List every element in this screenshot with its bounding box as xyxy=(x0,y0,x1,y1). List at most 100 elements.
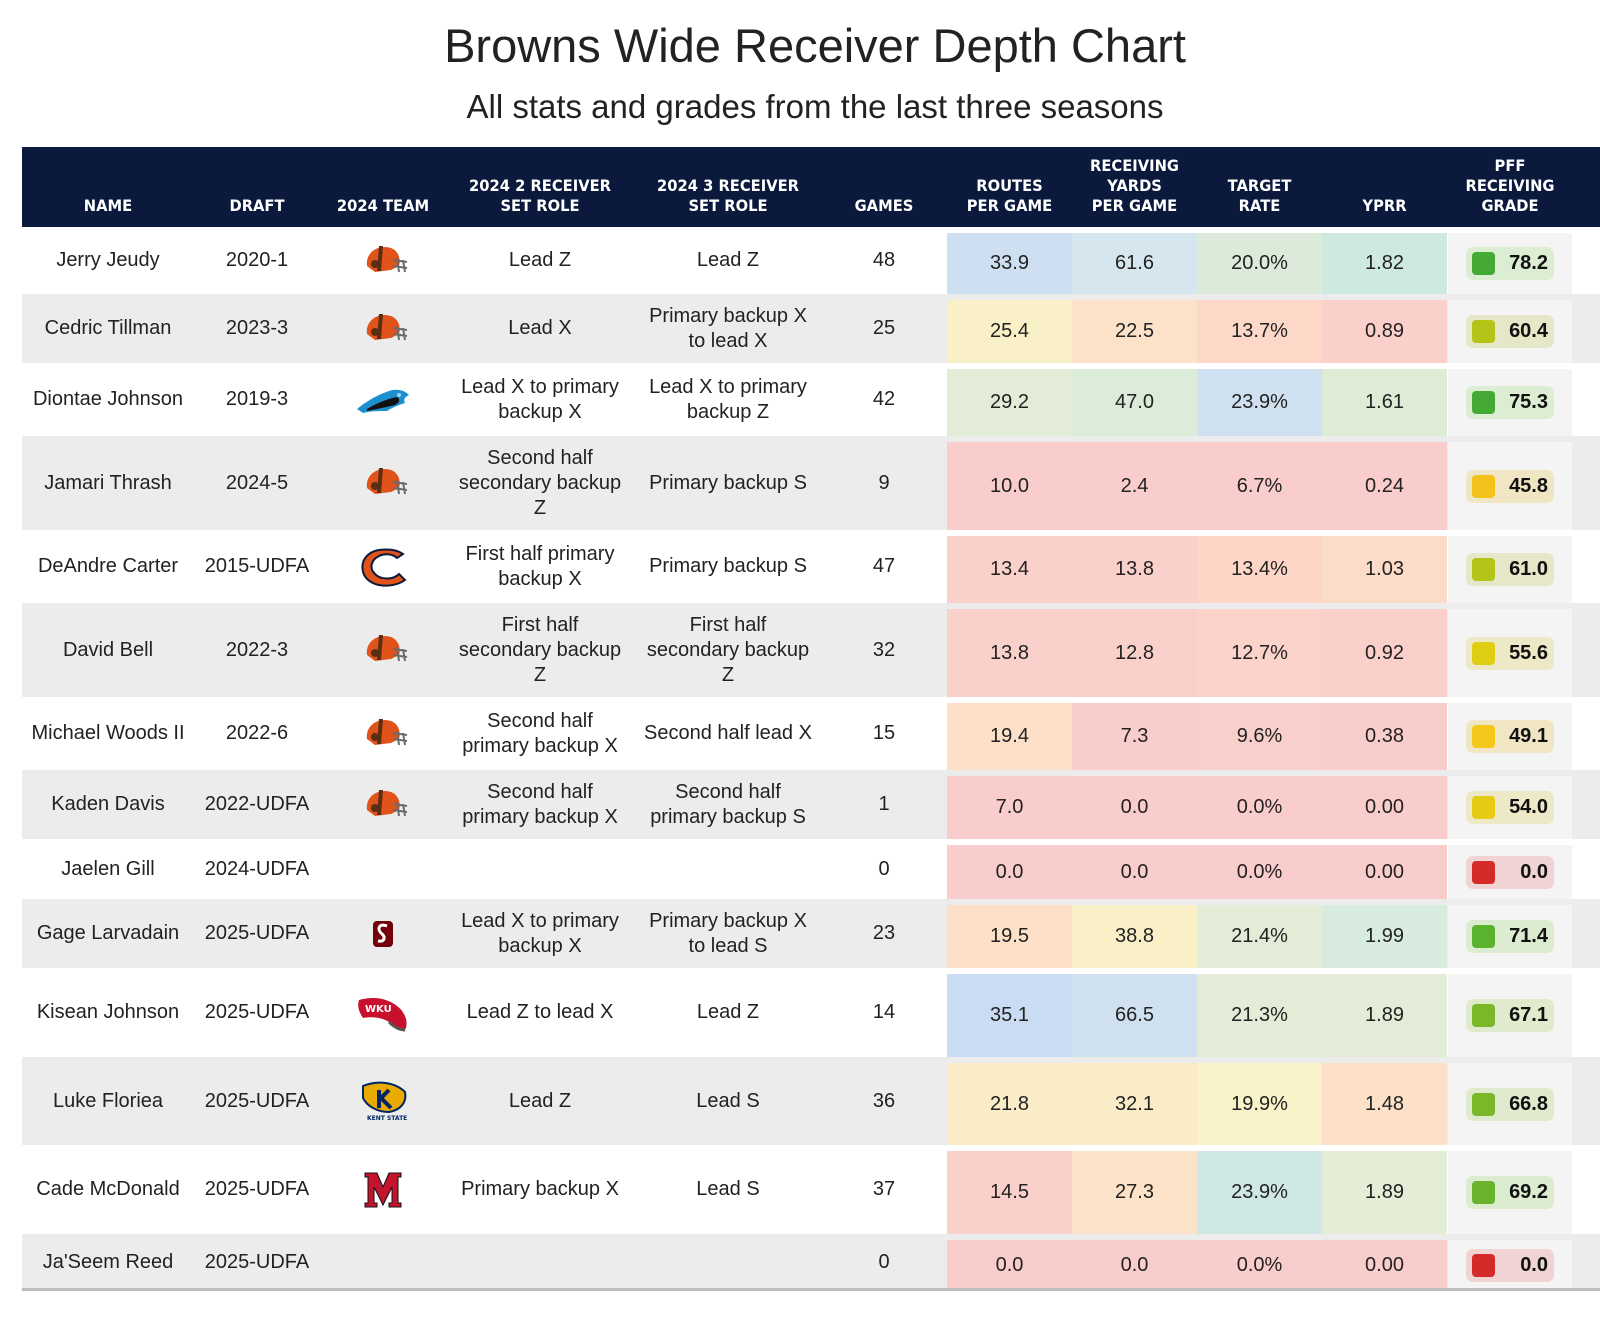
yards-value: 0.0 xyxy=(1120,1254,1149,1276)
draft-value: 2022-6 xyxy=(225,722,289,744)
cell-team xyxy=(320,530,446,603)
table-body: Jerry Jeudy 2020-1 Lead Z Lead Z 48 33.9 61.6 2… xyxy=(22,227,1600,1291)
grade-color-swatch xyxy=(1472,796,1495,819)
role2-value: Second half primary backup X xyxy=(462,709,618,757)
cell-grade: 67.1 xyxy=(1448,974,1572,1057)
cell-role2: First half primary backup X xyxy=(454,530,626,603)
cell-target: 6.7% xyxy=(1197,442,1322,530)
cell-team xyxy=(320,839,446,899)
name-value: Kaden Davis xyxy=(51,793,165,815)
header-yprr: YPRR xyxy=(1327,196,1442,216)
yprr-value: 0.92 xyxy=(1365,641,1404,664)
cell-role2: Lead Z xyxy=(454,227,626,294)
header-line: GRADE xyxy=(1481,196,1539,215)
routes-value: 10.0 xyxy=(990,474,1029,497)
grade-value: 60.4 xyxy=(1509,320,1548,342)
grade-value: 69.2 xyxy=(1509,1181,1548,1203)
routes-value: 13.4 xyxy=(990,558,1029,580)
role2-value: Lead X to primary backup X xyxy=(461,909,619,957)
bears-logo-icon xyxy=(361,548,407,587)
grade-color-swatch xyxy=(1472,860,1495,884)
cell-team xyxy=(320,227,446,294)
cell-routes: 21.8 xyxy=(947,1063,1072,1145)
routes-value: 0.0 xyxy=(995,1254,1024,1276)
cell-games: 9 xyxy=(822,436,946,530)
browns-helmet-icon xyxy=(366,635,408,662)
yards-value: 2.4 xyxy=(1120,474,1149,497)
role3-value: Second half lead X xyxy=(644,722,812,744)
grade-color-swatch xyxy=(1472,1092,1495,1116)
cell-role3: First half secondary backup Z xyxy=(642,603,814,697)
cell-grade: 49.1 xyxy=(1448,703,1572,770)
header-line: DRAFT xyxy=(229,196,285,215)
cell-yprr: 0.00 xyxy=(1322,1240,1447,1291)
cell-yards: 2.4 xyxy=(1072,442,1197,530)
grade-value: 71.4 xyxy=(1509,925,1548,947)
role2-value: First half secondary backup Z xyxy=(458,613,622,686)
yprr-value: 1.82 xyxy=(1365,252,1404,274)
cell-routes: 25.4 xyxy=(947,300,1072,363)
cell-grade: 55.6 xyxy=(1448,609,1572,697)
cell-yprr: 0.89 xyxy=(1322,300,1447,363)
cell-yprr: 0.24 xyxy=(1322,442,1447,530)
cell-games: 15 xyxy=(822,697,946,770)
header-line: RECEIVING xyxy=(1089,156,1179,175)
table-row: Jerry Jeudy 2020-1 Lead Z Lead Z 48 33.9 61.6 2… xyxy=(22,227,1600,294)
cell-name: David Bell xyxy=(22,603,194,697)
routes-value: 21.8 xyxy=(990,1092,1029,1115)
header-line: TARGET xyxy=(1227,176,1292,195)
role3-value: Lead Z xyxy=(696,1001,760,1023)
cell-grade: 45.8 xyxy=(1448,442,1572,530)
browns-helmet-icon xyxy=(366,718,408,745)
grade-color-swatch xyxy=(1472,1254,1495,1277)
cell-routes: 35.1 xyxy=(947,974,1072,1057)
grade-color-swatch xyxy=(1472,1004,1495,1027)
name-value: DeAndre Carter xyxy=(37,555,179,577)
cell-yprr: 1.89 xyxy=(1322,1151,1447,1234)
games-value: 37 xyxy=(872,1178,896,1200)
role2-value: Lead Z to lead X xyxy=(466,1001,614,1023)
cell-draft: 2025-UDFA xyxy=(194,1057,320,1145)
target-value: 0.0% xyxy=(1236,796,1283,818)
panthers-logo-icon xyxy=(357,389,409,413)
yprr-value: 1.89 xyxy=(1365,1181,1404,1203)
games-value: 47 xyxy=(872,555,896,577)
grade-color-swatch xyxy=(1472,1181,1495,1204)
games-value: 48 xyxy=(872,249,896,271)
cell-draft: 2024-UDFA xyxy=(194,839,320,899)
role3-value: Lead Z xyxy=(696,249,760,271)
cell-games: 23 xyxy=(822,899,946,968)
browns-helmet-icon xyxy=(366,789,408,816)
grade-badge: 60.4 xyxy=(1466,315,1554,348)
header-line: 2024 3 RECEIVER xyxy=(657,176,799,195)
cell-role2: Lead Z xyxy=(454,1057,626,1145)
name-value: Jaelen Gill xyxy=(61,857,155,880)
cell-name: Gage Larvadain xyxy=(22,899,194,968)
table-row: Cade McDonald 2025-UDFA Primary backup X Le… xyxy=(22,1145,1600,1234)
cell-role3: Lead S xyxy=(642,1145,814,1234)
cell-team: WKU xyxy=(320,968,446,1057)
draft-value: 2022-UDFA xyxy=(204,793,310,815)
cell-name: Cedric Tillman xyxy=(22,294,194,363)
table-row: Jamari Thrash 2024-5 Second half secondary… xyxy=(22,436,1600,530)
cell-name: Jaelen Gill xyxy=(22,839,194,899)
cell-draft: 2024-5 xyxy=(194,436,320,530)
cell-yprr: 1.48 xyxy=(1322,1063,1447,1145)
cell-yards: 27.3 xyxy=(1072,1151,1197,1234)
yards-value: 22.5 xyxy=(1115,320,1154,342)
role3-value: Second half primary backup S xyxy=(650,780,806,828)
cell-target: 13.7% xyxy=(1197,300,1322,363)
draft-value: 2019-3 xyxy=(225,388,289,410)
cell-name: Ja'Seem Reed xyxy=(22,1234,194,1291)
role2-value: Lead X to primary backup X xyxy=(461,375,619,423)
yards-value: 38.8 xyxy=(1115,925,1154,947)
table-row: David Bell 2022-3 First half secondary bac… xyxy=(22,603,1600,697)
cell-draft: 2022-UDFA xyxy=(194,770,320,839)
yards-value: 66.5 xyxy=(1115,1004,1154,1026)
cell-routes: 0.0 xyxy=(947,845,1072,899)
header-line: PER GAME xyxy=(1091,196,1178,215)
grade-badge: 45.8 xyxy=(1466,469,1554,503)
name-value: Gage Larvadain xyxy=(36,922,180,944)
cell-draft: 2023-3 xyxy=(194,294,320,363)
cell-routes: 33.9 xyxy=(947,233,1072,294)
